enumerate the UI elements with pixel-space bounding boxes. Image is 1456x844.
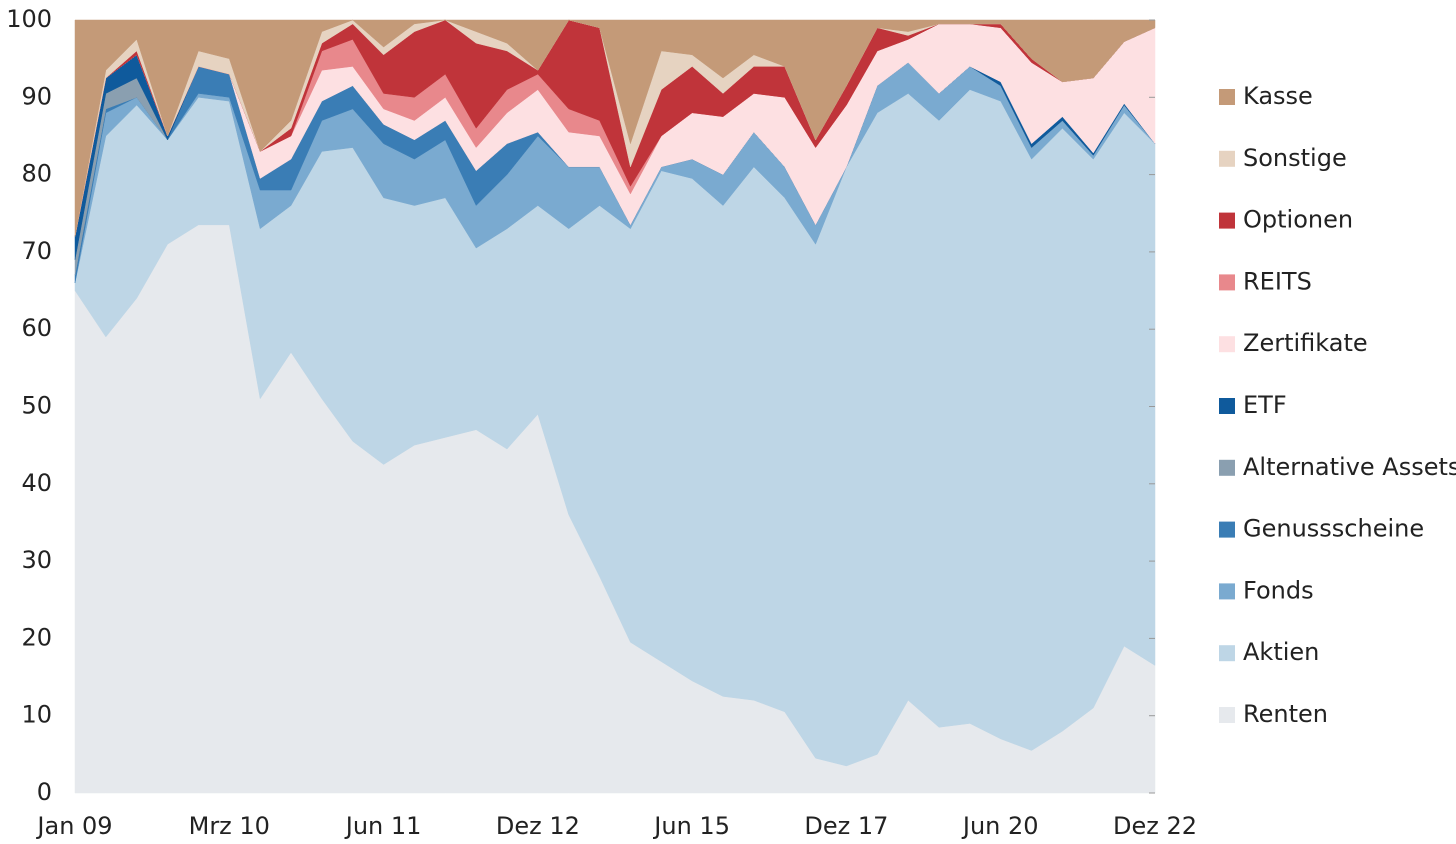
legend-swatch (1219, 583, 1235, 600)
y-tick-label: 50 (21, 392, 52, 420)
x-tick-label: Jun 11 (344, 812, 422, 840)
y-tick-label: 30 (21, 546, 52, 574)
legend-swatch (1219, 150, 1235, 167)
legend-swatch (1219, 212, 1235, 229)
legend-label: Kasse (1243, 82, 1313, 110)
y-tick-label: 20 (21, 623, 52, 651)
y-tick-label: 100 (6, 5, 52, 33)
x-tick-label: Jun 20 (961, 812, 1039, 840)
legend-swatch (1219, 89, 1235, 105)
y-tick-label: 70 (21, 237, 52, 265)
legend-swatch (1219, 707, 1235, 723)
y-tick-label: 10 (21, 701, 52, 729)
legend-label: Zertifikate (1243, 329, 1368, 357)
legend-label: Sonstige (1243, 144, 1347, 172)
x-tick-label: Dez 17 (804, 812, 888, 840)
area (74, 19, 1156, 237)
x-tick-label: Dez 12 (496, 812, 580, 840)
x-tick-label: Dez 22 (1113, 812, 1197, 840)
legend-swatch (1219, 398, 1235, 414)
legend-label: Genussscheine (1243, 515, 1424, 543)
legend-swatch (1219, 645, 1235, 662)
x-tick-label: Mrz 10 (189, 812, 270, 840)
legend-swatch (1219, 336, 1235, 353)
y-tick-label: 0 (37, 778, 52, 806)
legend-label: Aktien (1243, 638, 1319, 666)
y-tick-label: 90 (21, 82, 52, 110)
x-tick-label: Jun 15 (652, 812, 730, 840)
y-tick-label: 60 (21, 314, 52, 342)
legend-swatch (1219, 521, 1235, 538)
x-tick-label: Jan 09 (35, 812, 112, 840)
legend-label: Optionen (1243, 206, 1353, 234)
y-tick-label: 40 (21, 469, 52, 497)
legend-label: ETF (1243, 391, 1287, 419)
legend-swatch (1219, 274, 1235, 291)
legend-label: REITS (1243, 267, 1312, 295)
legend-label: Fonds (1243, 576, 1314, 604)
legend-swatch (1219, 459, 1235, 476)
legend-label: Renten (1243, 700, 1328, 728)
y-tick-label: 80 (21, 160, 52, 188)
legend-label: Alternative Assets (1243, 453, 1456, 481)
